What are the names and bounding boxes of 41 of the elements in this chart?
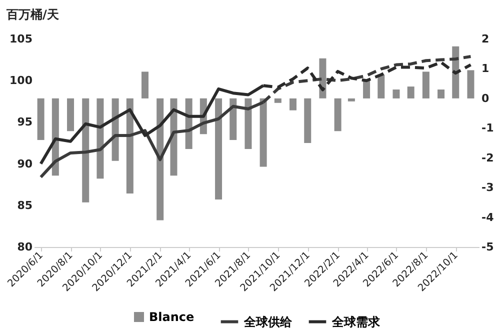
bar	[156, 98, 164, 220]
legend-label: 全球需求	[331, 314, 381, 329]
bar	[96, 98, 104, 179]
y-tick-label: 80	[17, 240, 33, 254]
y-tick-label: 100	[10, 74, 33, 88]
legend-label: Blance	[149, 310, 194, 324]
bar	[363, 80, 370, 98]
y2-tick-label: 0	[482, 92, 490, 105]
bar	[215, 98, 222, 200]
bar	[290, 98, 297, 110]
bar	[392, 90, 400, 98]
bar	[37, 98, 44, 140]
bar	[274, 98, 282, 103]
bar	[438, 90, 445, 98]
bar	[467, 70, 474, 98]
bar	[142, 72, 149, 98]
y2-tick-label: 2	[482, 32, 490, 46]
legend-label: 全球供给	[243, 314, 293, 329]
y2-tick-label: -3	[482, 181, 494, 194]
bar	[126, 98, 134, 194]
bar	[67, 98, 74, 132]
bar	[230, 98, 237, 140]
bar	[407, 86, 414, 98]
y-tick-label: 85	[17, 198, 32, 212]
y-tick-label: 95	[17, 116, 32, 129]
y-tick-label: 90	[17, 157, 33, 170]
y-axis-title: 百万桶/天	[6, 8, 60, 22]
y2-tick-label: -1	[482, 122, 494, 135]
bar	[260, 98, 267, 167]
y2-tick-label: -2	[482, 151, 494, 164]
y-tick-label: 105	[10, 32, 32, 46]
y2-tick-label: -5	[482, 240, 494, 254]
bar	[334, 98, 342, 132]
bar	[244, 98, 252, 149]
bar	[348, 98, 355, 102]
bar	[304, 98, 312, 143]
y2-tick-label: -4	[482, 210, 494, 224]
bar	[82, 98, 90, 202]
y2-tick-label: 1	[482, 62, 490, 76]
bar	[422, 72, 430, 98]
bar	[378, 74, 385, 98]
